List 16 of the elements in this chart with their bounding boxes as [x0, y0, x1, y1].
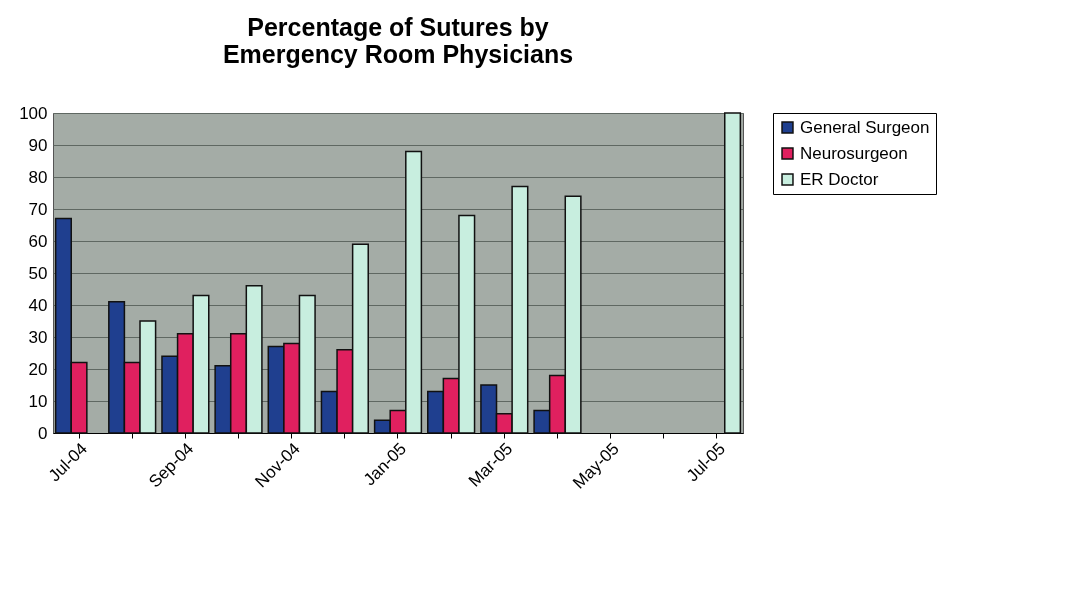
y-tick-label: 60 [28, 231, 48, 251]
y-tick-label: 100 [19, 103, 48, 123]
bar [724, 112, 742, 434]
y-tick-label: 40 [28, 295, 48, 315]
y-tick-label: 80 [28, 167, 48, 187]
legend-label: ER Doctor [800, 169, 879, 189]
y-tick-label: 70 [28, 199, 48, 219]
y-tick-label: 20 [28, 359, 48, 379]
y-tick-label: 90 [28, 135, 48, 155]
y-tick-label: 30 [28, 327, 48, 347]
legend-label: Neurosurgeon [800, 143, 908, 163]
legend-label: General Surgeon [800, 117, 930, 137]
y-tick-label: 10 [28, 391, 48, 411]
y-tick-label: 0 [38, 423, 48, 443]
y-tick-label: 50 [28, 263, 48, 283]
chart-title: Percentage of Sutures by Emergency Room Physicians [222, 13, 574, 68]
